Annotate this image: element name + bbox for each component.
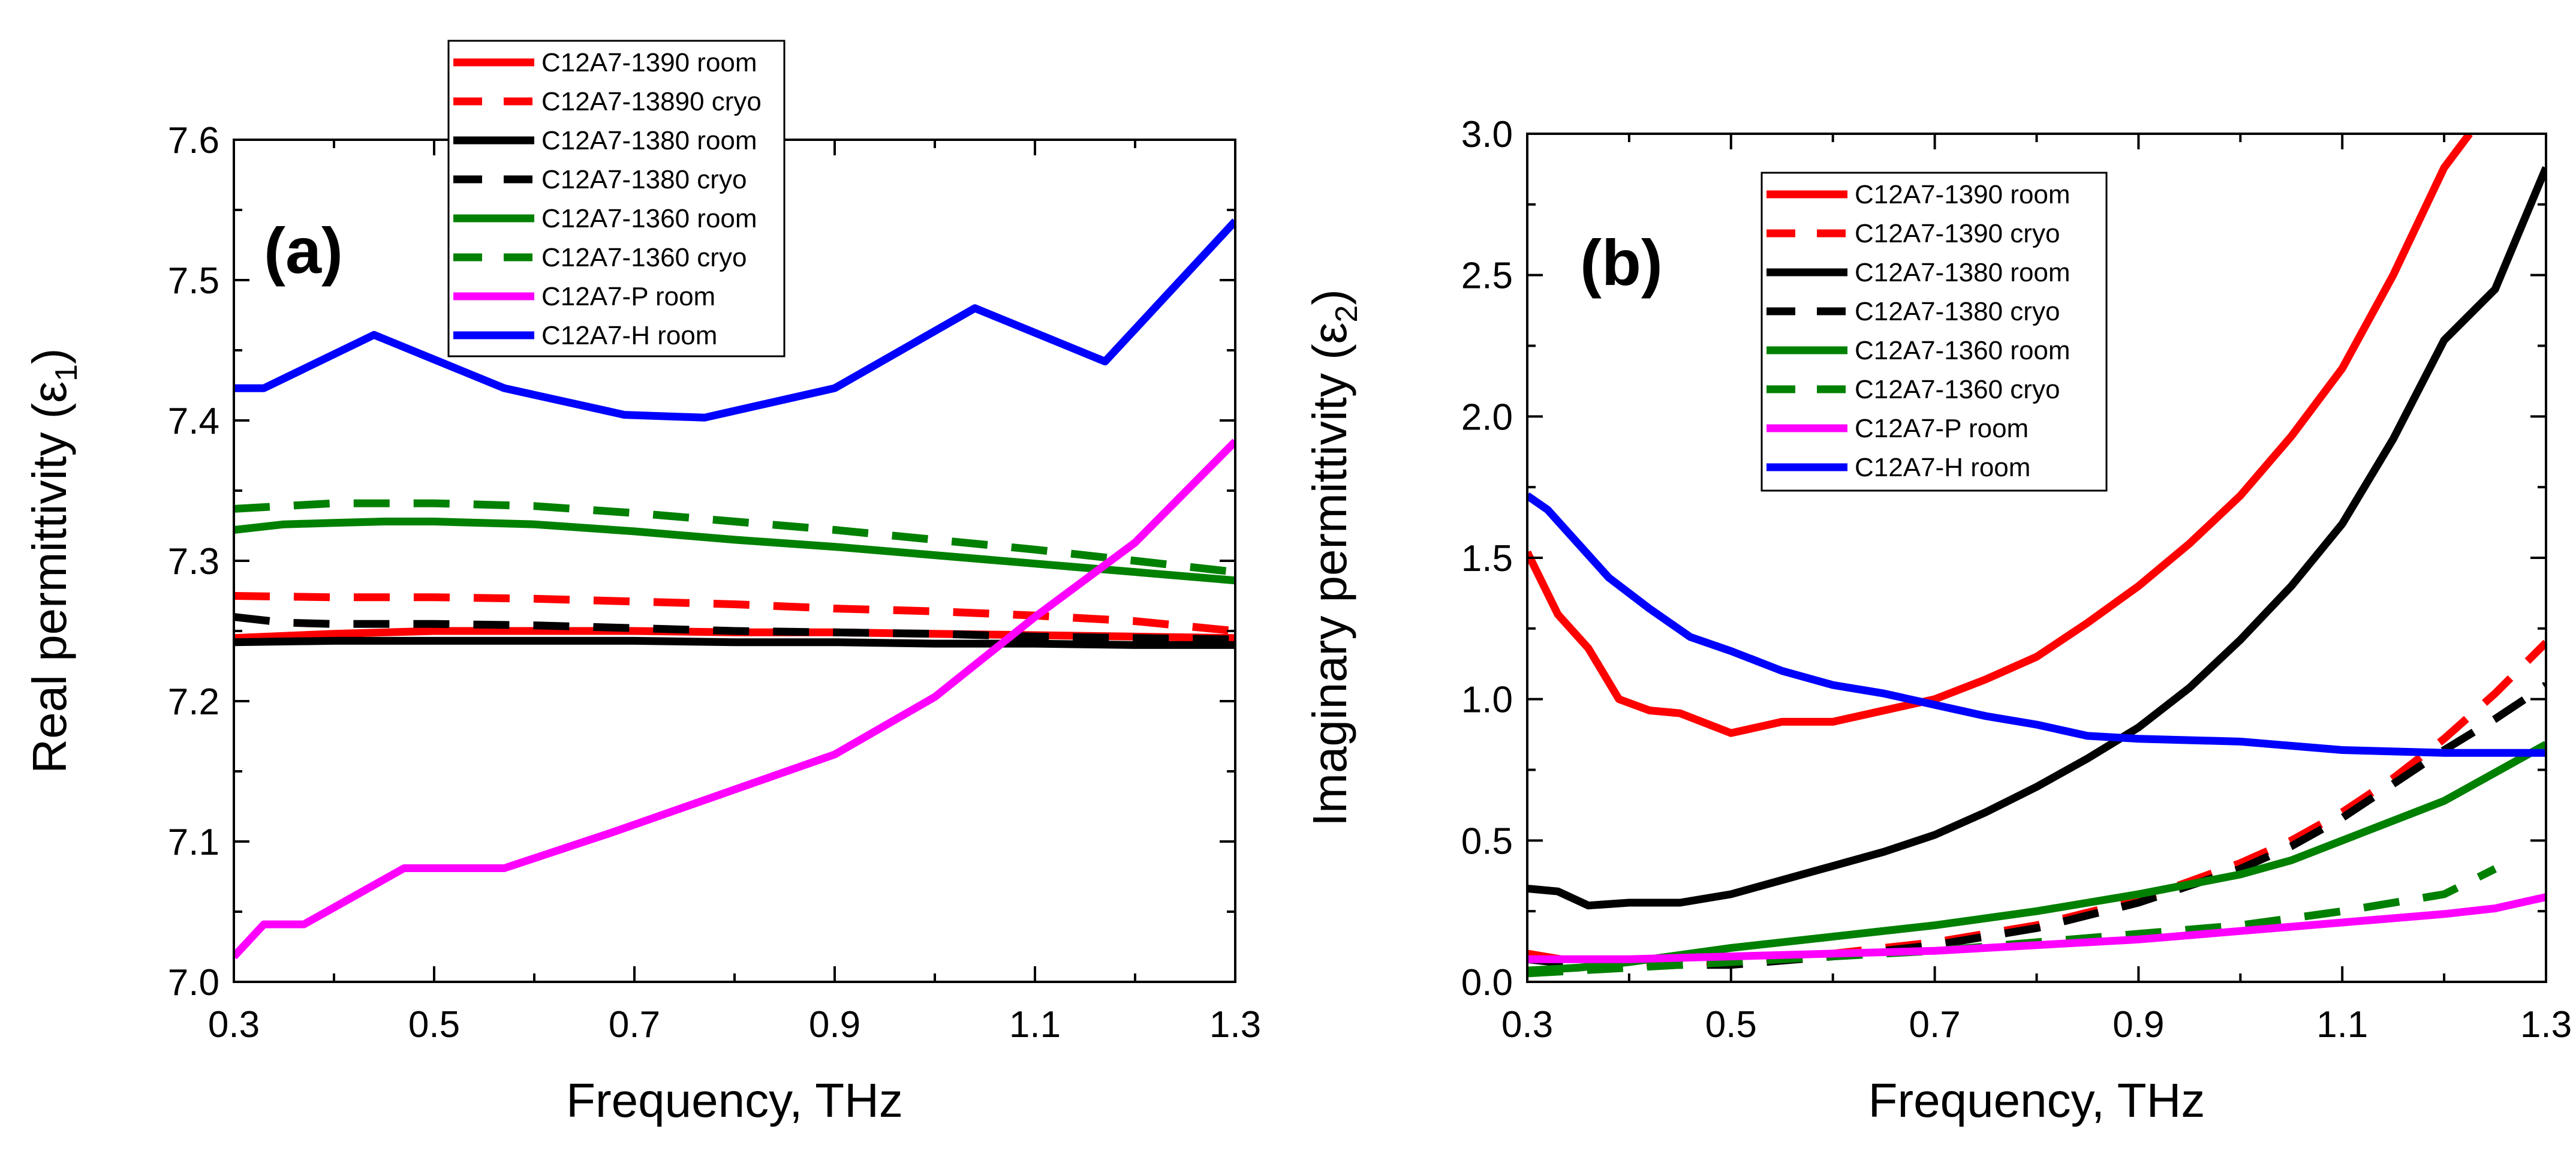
panel-label: (a): [264, 214, 343, 287]
y-tick-label: 7.1: [168, 822, 219, 863]
series-line-3: [1527, 166, 2546, 910]
x-tick-label: 0.7: [1909, 1004, 1960, 1045]
legend-label: C12A7-1390 cryo: [1855, 219, 2060, 248]
x-tick-label: 0.5: [408, 1004, 460, 1045]
y-tick-label: 7.3: [168, 541, 219, 582]
legend-label: C12A7-1380 cryo: [1855, 297, 2060, 326]
plot-area: [234, 218, 1235, 960]
x-tick-label: 1.1: [2316, 1004, 2368, 1045]
series-line-3: [234, 636, 1235, 649]
legend-label: C12A7-H room: [1855, 453, 2030, 482]
panel-label: (b): [1580, 226, 1663, 299]
y-axis-title: Real permittivity (ε1): [23, 348, 84, 773]
y-tick-label: 2.5: [1461, 256, 1513, 297]
y-tick-label: 7.0: [168, 962, 219, 1003]
legend-label: C12A7-1380 room: [1855, 258, 2071, 287]
series-line-4: [234, 613, 1235, 644]
legend-label: C12A7-H room: [541, 321, 717, 350]
y-tick-label: 1.5: [1461, 538, 1513, 579]
x-tick-label: 1.3: [2520, 1004, 2572, 1045]
panel-a-real-permittivity-chart: 0.3 0.5 0.7 0.9 1.1 1.3 7.0 7.1 7.2 7.3 7.4 7.5 7.6 F…: [23, 40, 1261, 1127]
legend-box: [447, 40, 786, 357]
series-line-8: [1527, 492, 2546, 757]
legend-label: C12A7-P room: [1855, 414, 2029, 443]
y-tick-label: 7.6: [168, 120, 219, 161]
legend-label: C12A7-1380 room: [541, 126, 757, 155]
x-tick-label: 0.9: [809, 1004, 860, 1045]
x-axis-title: Frequency, THz: [566, 1074, 903, 1127]
panel-b-imaginary-permittivity-chart: 0.3 0.5 0.7 0.9 1.1 1.3 0.0 0.5 1.0 1.5 2.0 2.5 3.0 F…: [1303, 114, 2572, 1127]
plot-area: [1527, 134, 2546, 978]
y-tick-label: 7.2: [168, 681, 219, 723]
series-line-1: [1527, 134, 2473, 737]
legend-label: C12A7-1360 room: [1855, 336, 2071, 365]
series-line-7: [1527, 893, 2546, 963]
y-tick-label: 0.5: [1461, 821, 1513, 862]
y-tick-label: 7.4: [168, 401, 219, 442]
series-line-6: [234, 499, 1235, 576]
legend-label: C12A7-13890 cryo: [541, 87, 762, 116]
legend-label: C12A7-1360 cryo: [1855, 375, 2060, 404]
series-line-7: [234, 438, 1235, 960]
y-tick-label: 2.0: [1461, 396, 1513, 438]
x-tick-label: 0.3: [1501, 1004, 1553, 1045]
y-tick-label: 3.0: [1461, 114, 1513, 155]
y-axis-title: Imaginary permittivity (ε2): [1303, 289, 1364, 827]
legend-label: C12A7-1360 room: [541, 204, 757, 233]
legend-label: C12A7-1390 room: [541, 48, 757, 77]
legend-label: C12A7-1360 cryo: [541, 243, 747, 272]
series-line-2: [234, 592, 1235, 635]
legend: C12A7-1390 room C12A7-1390 cryo C12A7-1380…: [1761, 172, 2108, 492]
series-line-8: [234, 218, 1235, 422]
x-tick-label: 0.3: [208, 1004, 260, 1045]
y-tick-label: 1.0: [1461, 680, 1513, 721]
x-tick-label: 0.5: [1705, 1004, 1757, 1045]
y-tick-label: 0.0: [1461, 962, 1513, 1003]
series-line-5: [234, 518, 1235, 585]
x-axis-title: Frequency, THz: [1868, 1074, 2205, 1127]
y-tick-label: 7.5: [168, 260, 219, 302]
x-tick-label: 1.1: [1009, 1004, 1061, 1045]
legend-label: C12A7-P room: [541, 282, 715, 311]
x-tick-label: 0.9: [2112, 1004, 2164, 1045]
x-tick-label: 1.3: [1209, 1004, 1261, 1045]
legend-label: C12A7-1380 cryo: [541, 165, 747, 194]
legend-box: [1761, 172, 2108, 492]
legend: C12A7-1390 room C12A7-13890 cryo C12A7-138…: [447, 40, 786, 357]
legend-label: C12A7-1390 room: [1855, 180, 2071, 209]
x-tick-label: 0.7: [609, 1004, 660, 1045]
